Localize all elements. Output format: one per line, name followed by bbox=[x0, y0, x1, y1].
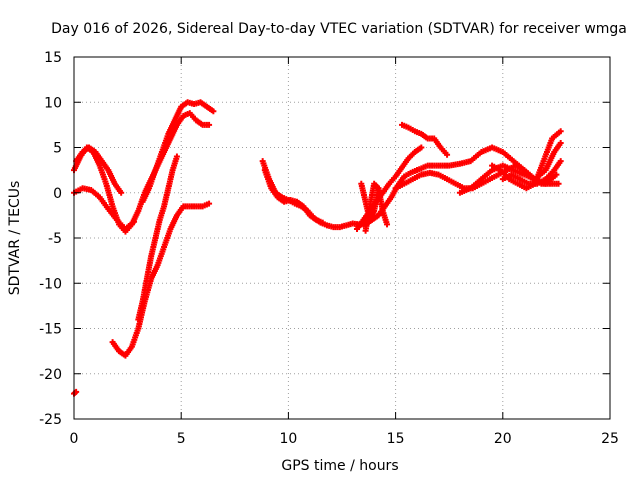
series-arc-5 bbox=[135, 153, 180, 323]
data-point bbox=[131, 218, 138, 225]
x-tick-label: 0 bbox=[70, 431, 79, 447]
x-tick-label: 5 bbox=[177, 431, 186, 447]
data-point bbox=[444, 151, 451, 158]
y-tick-label: -20 bbox=[39, 367, 62, 383]
data-point bbox=[555, 180, 562, 187]
data-point bbox=[418, 144, 425, 151]
data-point bbox=[118, 189, 125, 196]
x-tick-label: 25 bbox=[601, 431, 619, 447]
x-tick-label: 20 bbox=[494, 431, 512, 447]
y-tick-label: 15 bbox=[44, 50, 62, 66]
series-arc-18 bbox=[71, 388, 80, 397]
series-arc-2 bbox=[73, 144, 125, 196]
y-tick-label: -10 bbox=[39, 276, 62, 292]
data-point bbox=[375, 185, 382, 192]
y-tick-label: -5 bbox=[48, 231, 62, 247]
data-point bbox=[557, 139, 564, 146]
y-tick-label: -25 bbox=[39, 412, 62, 428]
series-arc-6 bbox=[139, 99, 217, 205]
data-point bbox=[319, 219, 326, 226]
chart-title: Day 016 of 2026, Sidereal Day-to-day VTE… bbox=[51, 21, 627, 37]
grid-lines bbox=[74, 57, 610, 419]
data-point bbox=[206, 200, 213, 207]
y-axis-label: SDTVAR / TECUs bbox=[7, 181, 23, 296]
x-axis-label: GPS time / hours bbox=[281, 458, 398, 474]
y-tick-label: 0 bbox=[53, 186, 62, 202]
data-point bbox=[557, 158, 564, 165]
series-arc-14 bbox=[414, 144, 560, 187]
x-tick-label: 15 bbox=[387, 431, 405, 447]
series-arc-3 bbox=[71, 185, 138, 232]
data-series bbox=[71, 99, 564, 397]
series-arc-1 bbox=[71, 110, 213, 235]
data-point bbox=[557, 128, 564, 135]
series-arc-12 bbox=[399, 121, 451, 158]
data-point bbox=[206, 121, 213, 128]
data-point bbox=[553, 171, 560, 178]
series-arc-7 bbox=[259, 158, 421, 231]
y-tick-label: 5 bbox=[53, 141, 62, 157]
data-point bbox=[384, 221, 391, 228]
series-arc-11 bbox=[358, 180, 382, 223]
y-tick-label: 10 bbox=[44, 95, 62, 111]
x-tick-label: 10 bbox=[279, 431, 297, 447]
axes: 0 5 10 15 20 25 -25 -20 -15 -10 -5 0 5 10 15 bbox=[39, 50, 619, 447]
series-arc-8 bbox=[261, 167, 326, 226]
data-point bbox=[173, 153, 180, 160]
series-arc-17 bbox=[499, 158, 564, 187]
data-point bbox=[210, 108, 217, 115]
y-tick-label: -15 bbox=[39, 322, 62, 338]
